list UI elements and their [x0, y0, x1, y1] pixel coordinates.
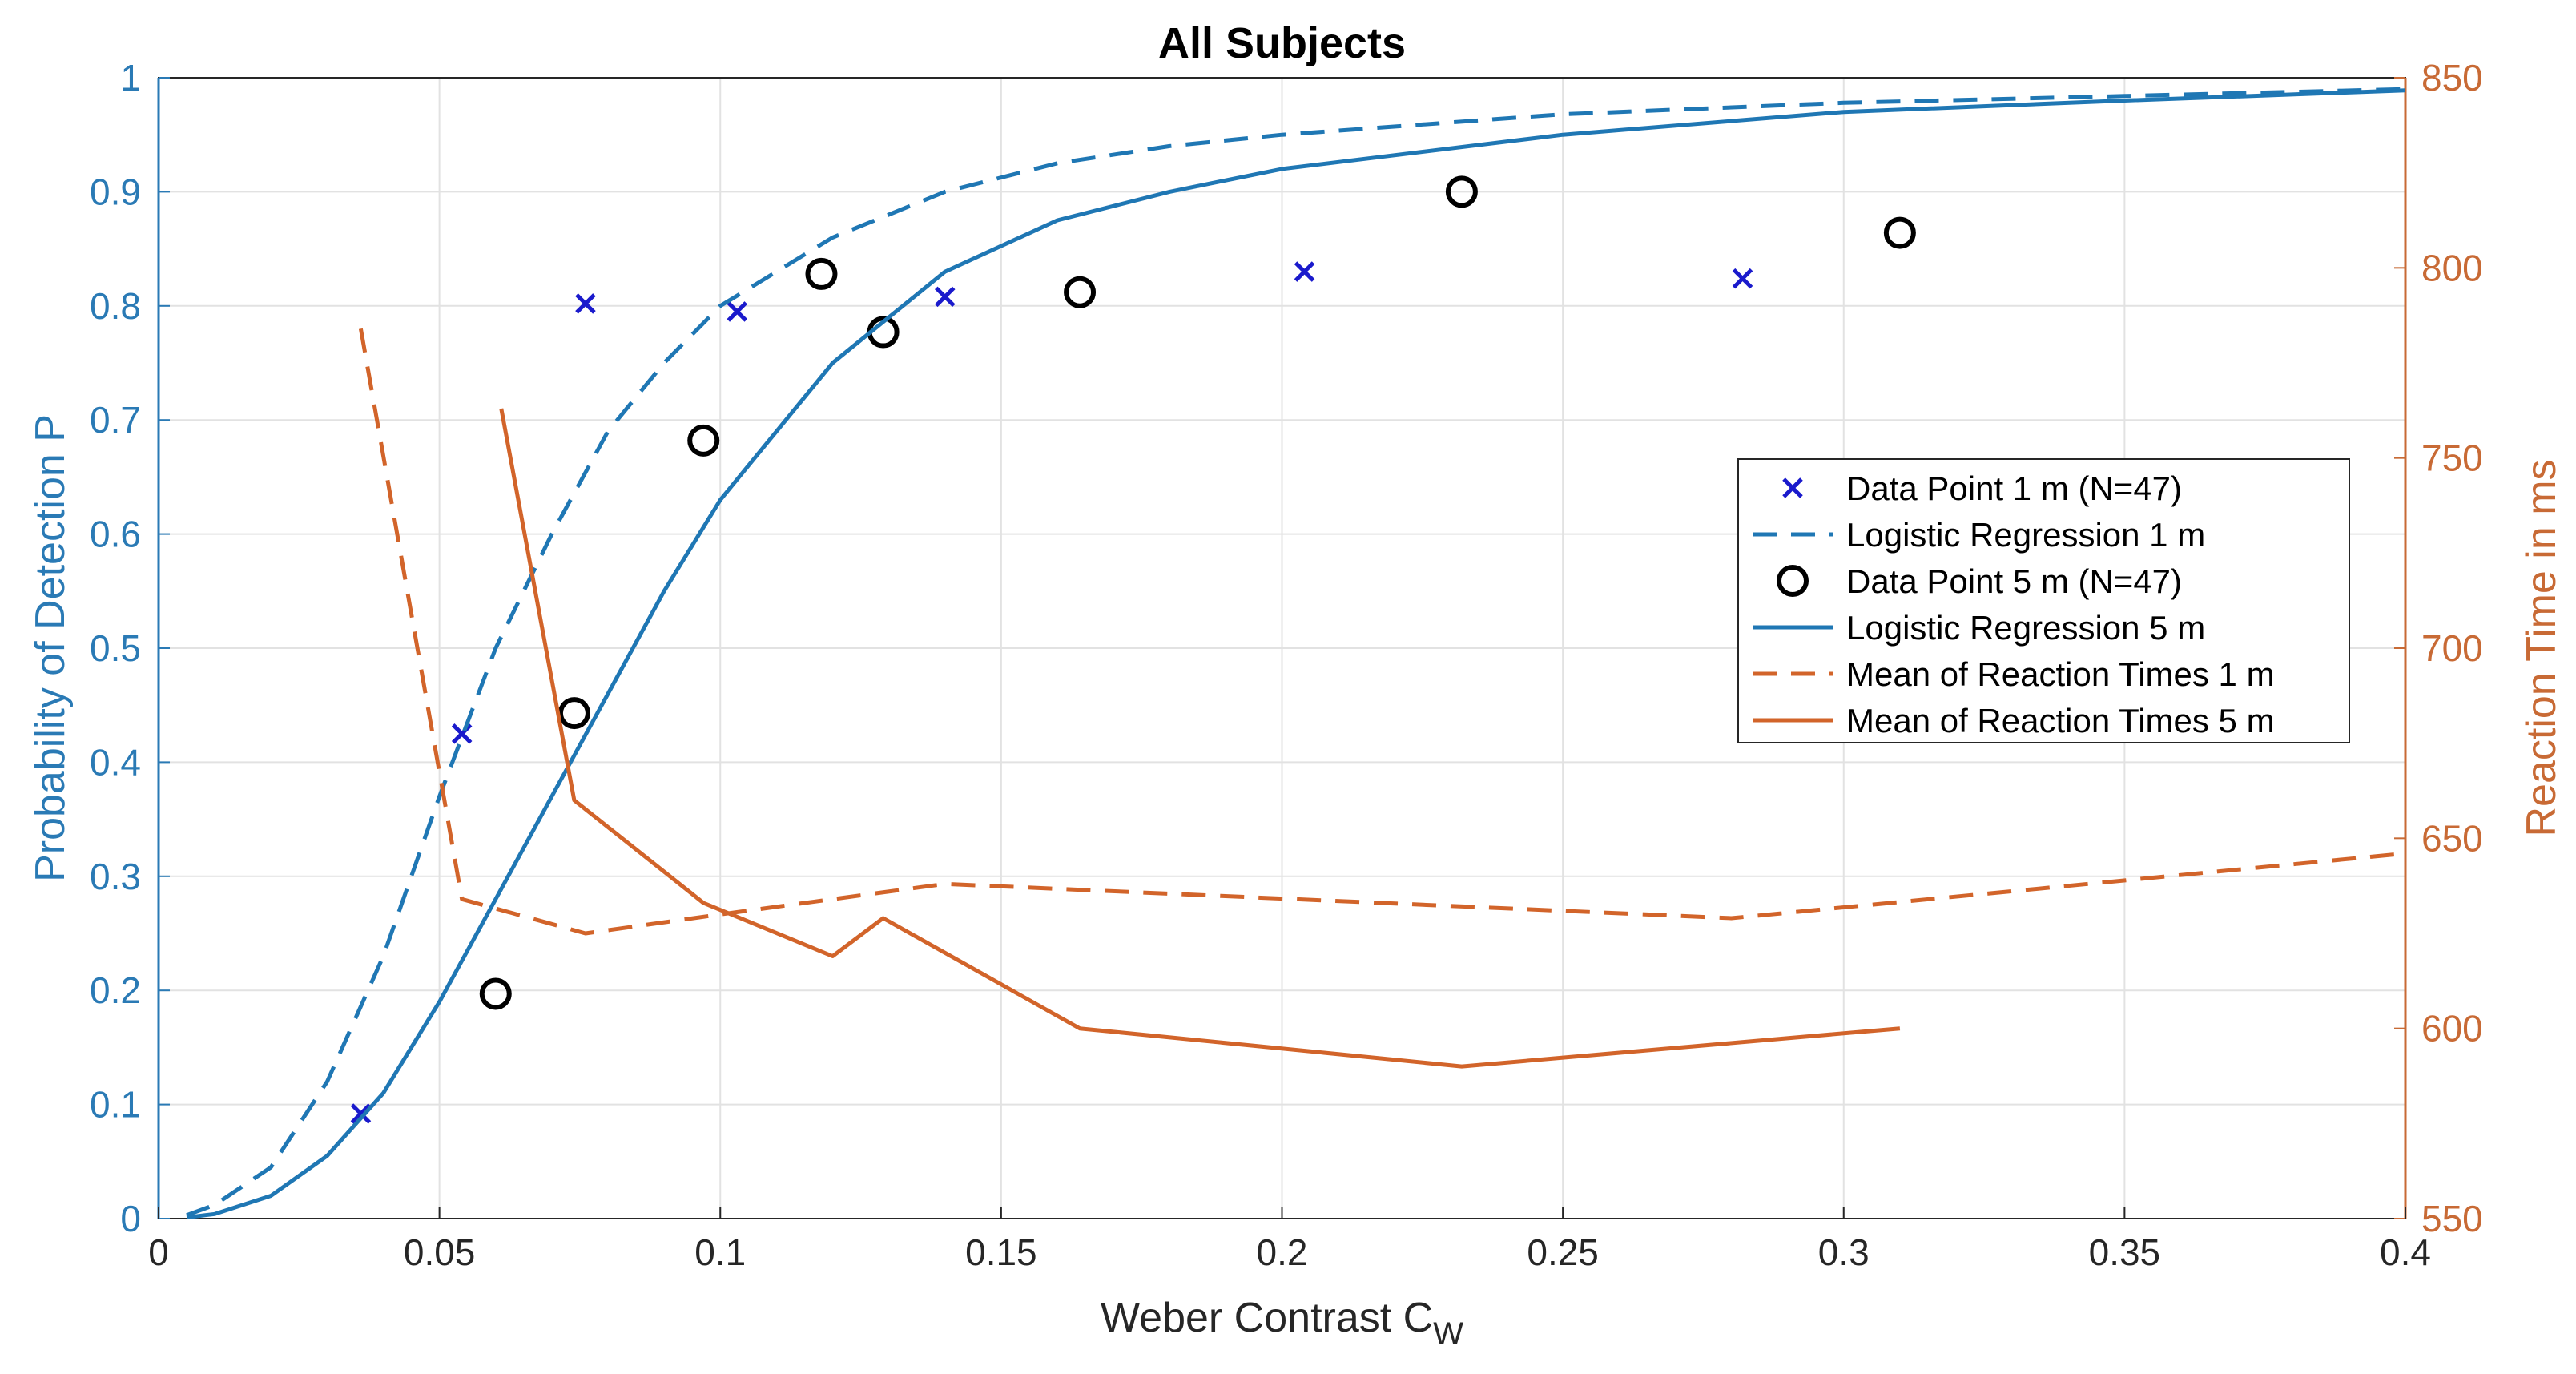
y-left-tick-label: 1 — [120, 57, 141, 99]
series-0 — [350, 261, 1753, 1124]
legend-label: Mean of Reaction Times 5 m — [1846, 702, 2275, 739]
y-right-tick-label: 750 — [2421, 437, 2483, 479]
legend-entry: Logistic Regression 5 m — [1753, 609, 2205, 647]
y-right-tick-label: 800 — [2421, 247, 2483, 288]
data-point-x — [1732, 268, 1753, 289]
x-tick-label: 0.2 — [1257, 1231, 1308, 1273]
chart-title: All Subjects — [1158, 19, 1406, 67]
y-right-tick-label: 550 — [2421, 1198, 2483, 1239]
x-axis: 0 0.05 0.1 0.15 0.2 0.25 0.3 0.35 0.4 — [148, 1207, 2431, 1273]
x-tick-label: 0.3 — [1818, 1231, 1870, 1273]
y-left-tick-label: 0.4 — [90, 741, 141, 783]
data-point-o — [557, 697, 590, 730]
y-left-tick-label: 0.7 — [90, 399, 141, 441]
legend-label: Data Point 1 m (N=47) — [1846, 469, 2182, 507]
data-point-o — [479, 977, 512, 1010]
series-5 — [499, 408, 1901, 1069]
data-point-o — [1445, 175, 1478, 208]
y-left-tick-label: 0.3 — [90, 856, 141, 897]
series-2 — [479, 175, 1916, 1010]
data-point-o — [687, 424, 720, 457]
data-point-x — [727, 301, 748, 322]
x-marker-stroke — [934, 286, 956, 308]
data-point-x — [934, 286, 956, 308]
y-left-tick-label: 0.9 — [90, 171, 141, 212]
legend-entry: Mean of Reaction Times 1 m — [1753, 655, 2275, 693]
x-marker-stroke — [451, 723, 473, 744]
left-axis: 0 0.1 0.2 0.3 0.4 0.5 0.6 0.7 0.8 0.9 1 — [90, 57, 170, 1239]
x-tick-label: 0.35 — [2089, 1231, 2161, 1273]
legend-label: Logistic Regression 5 m — [1846, 609, 2205, 647]
series-line — [358, 328, 2406, 936]
y-left-tick-label: 0.6 — [90, 514, 141, 555]
y-left-tick-label: 0.1 — [90, 1084, 141, 1126]
series-1 — [186, 87, 2406, 1218]
y-left-axis-label: Probability of Detection P — [27, 414, 74, 882]
legend-entry: Logistic Regression 1 m — [1753, 516, 2205, 554]
x-axis-label: Weber Contrast CW — [1101, 1295, 1463, 1352]
series-line — [186, 87, 2406, 1218]
legend-label: Data Point 5 m (N=47) — [1846, 562, 2182, 600]
legend-label: Mean of Reaction Times 1 m — [1846, 655, 2275, 693]
y-right-tick-label: 850 — [2421, 57, 2483, 99]
y-right-tick-label: 650 — [2421, 817, 2483, 859]
series-line — [499, 408, 1901, 1069]
x-tick-label: 0.1 — [694, 1231, 746, 1273]
x-tick-label: 0.4 — [2380, 1231, 2431, 1273]
series-3 — [186, 88, 2406, 1220]
data-point-o — [1883, 216, 1916, 249]
grid — [159, 78, 2405, 1219]
data-point-x — [1294, 261, 1315, 282]
legend-entry: Data Point 5 m (N=47) — [1777, 562, 2182, 600]
legend-entry: Data Point 1 m (N=47) — [1782, 469, 2182, 507]
legend-label: Logistic Regression 1 m — [1846, 516, 2205, 554]
y-left-tick-label: 0.2 — [90, 969, 141, 1011]
series-4 — [358, 328, 2406, 936]
x-tick-label: 0.25 — [1527, 1231, 1599, 1273]
data-point-o — [805, 257, 838, 290]
x-marker-stroke — [575, 293, 596, 314]
y-left-tick-label: 0.8 — [90, 285, 141, 327]
data-point-x — [451, 723, 473, 744]
legend-entry: Mean of Reaction Times 5 m — [1753, 702, 2275, 739]
x-tick-label: 0 — [148, 1231, 169, 1273]
x-marker-stroke — [1782, 477, 1803, 498]
legend-swatch-o — [1777, 565, 1809, 597]
x-marker-stroke — [1294, 261, 1315, 282]
y-right-tick-label: 600 — [2421, 1008, 2483, 1050]
series-layer — [186, 87, 2406, 1220]
right-axis: 550 600 650 700 750 800 850 — [2394, 57, 2483, 1239]
y-right-tick-label: 700 — [2421, 627, 2483, 669]
x-marker-stroke — [727, 301, 748, 322]
legend-swatch-x — [1782, 477, 1803, 498]
x-tick-label: 0.05 — [404, 1231, 476, 1273]
x-axis-label-main: Weber Contrast C — [1101, 1295, 1433, 1341]
legend-box — [1737, 458, 2350, 743]
y-left-tick-label: 0 — [120, 1198, 141, 1239]
y-left-tick-label: 0.5 — [90, 627, 141, 669]
x-axis-label-subscript: W — [1433, 1316, 1463, 1352]
x-marker-stroke — [350, 1103, 372, 1124]
series-line — [186, 88, 2406, 1220]
data-point-o — [1064, 276, 1097, 308]
data-point-x — [350, 1103, 372, 1124]
legend: Data Point 1 m (N=47) Logistic Regression… — [1737, 458, 2350, 743]
data-point-x — [575, 293, 596, 314]
x-marker-stroke — [1732, 268, 1753, 289]
x-tick-label: 0.15 — [965, 1231, 1037, 1273]
y-right-axis-label: Reaction Time in ms — [2518, 459, 2565, 836]
